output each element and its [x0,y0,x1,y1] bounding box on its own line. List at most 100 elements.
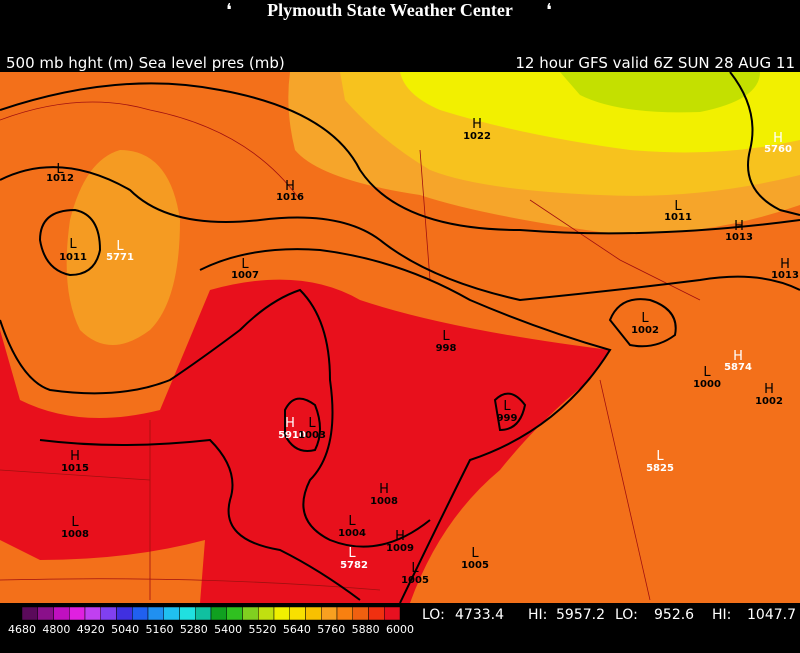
colorbar-box [37,606,54,621]
center-mark: H [70,449,80,464]
center-value: 1022 [463,131,491,142]
center-value: 5760 [764,144,792,155]
stat-label: LO: [422,607,445,623]
logo: ❛ [226,0,232,21]
center-mark: H [773,131,783,146]
center-value: 1008 [61,529,89,540]
logo: ❛ [546,0,552,21]
colorbar-tick-label: 5880 [352,623,380,636]
center-mark: H [734,219,744,234]
center-mark: H [764,382,774,397]
colorbar-box [69,606,86,621]
center-value: 1009 [386,543,414,554]
center-mark: L [348,514,356,529]
colorbar-tick-label: 5400 [214,623,242,636]
colorbar-tick-label: 4800 [42,623,70,636]
stat-label: HI: [712,607,731,623]
center-value: 1007 [231,270,259,281]
map [0,71,800,604]
center-mark: H [379,482,389,497]
center-mark: L [241,257,249,272]
center-value: 1011 [59,252,87,263]
center-mark: L [656,449,664,464]
colorbar-tick-label: 5040 [111,623,139,636]
stat-value: 1047.7 [747,607,796,623]
center-mark: H [733,349,743,364]
center-value: 1015 [61,463,89,474]
center-mark: L [69,237,77,252]
shade [560,72,760,113]
center-mark: L [348,546,356,561]
colorbar-tick-label: 5280 [180,623,208,636]
center-mark: L [471,546,479,561]
center-value: 1011 [664,212,692,223]
center-mark: H [285,416,295,431]
center-value: 1005 [461,560,489,571]
field-label: 500 mb hght (m) Sea level pres (mb) [6,54,285,72]
center-mark: H [285,179,295,194]
center-value: 1012 [46,173,74,184]
colorbar-tick-label: 6000 [386,623,414,636]
center-value: 1004 [338,528,366,539]
center-value: 5771 [106,252,134,263]
center-mark: L [641,311,649,326]
colorbar-tick-label: 4920 [77,623,105,636]
center-mark: L [703,365,711,380]
center-value: 1008 [370,496,398,507]
title: Plymouth State Weather Center [267,0,513,20]
colorbar-box [368,606,385,621]
center-value: 1002 [631,325,659,336]
colorbar-box [195,606,212,621]
center-mark: L [71,515,79,530]
colorbar-box [132,606,149,621]
colorbar-tick-label: 5760 [317,623,345,636]
colorbar-box [100,606,117,621]
center-mark: H [395,529,405,544]
colorbar-box [116,606,133,621]
valid-label: 12 hour GFS valid 6Z SUN 28 AUG 11 [515,54,795,72]
shade [66,150,180,345]
colorbar-box [305,606,322,621]
colorbar-box [163,606,180,621]
center-mark: H [780,257,790,272]
center-mark: L [56,162,64,177]
colorbar-box [179,606,196,621]
center-mark: L [674,199,682,214]
colorbar-box [384,606,401,621]
center-value: 5782 [340,560,368,571]
colorbar-box [352,606,369,621]
colorbar-box [147,606,164,621]
colorbar-box [336,606,353,621]
colorbar-box [321,606,338,621]
center-mark: L [442,329,450,344]
colorbar-box [273,606,290,621]
center-value: 5825 [646,463,674,474]
stat-label: HI: [528,607,547,623]
center-mark: H [472,117,482,132]
center-value: 1000 [693,379,721,390]
colorbar-box [53,606,70,621]
center-value: 1013 [771,270,799,281]
center-value: 1005 [401,575,429,586]
colorbar-box [21,606,38,621]
center-mark: L [116,239,124,254]
colorbar-tick-label: 5640 [283,623,311,636]
colorbar-box [258,606,275,621]
center-value: 5910 [278,430,306,441]
center-value: 1016 [276,192,304,203]
stat-value: 4733.4 [455,607,504,623]
center-value: 5874 [724,362,752,373]
stat-label: LO: [615,607,638,623]
shade [0,279,610,603]
colorbar: 4680 4800 4920 5040 5160 5280 5400 5520 5640 5760… [8,606,796,636]
colorbar-box [242,606,259,621]
center-value: 1003 [298,430,326,441]
colorbar-box [289,606,306,621]
colorbar-tick-label: 4680 [8,623,36,636]
colorbar-box [84,606,101,621]
center-mark: L [308,416,316,431]
center-value: 1002 [755,396,783,407]
